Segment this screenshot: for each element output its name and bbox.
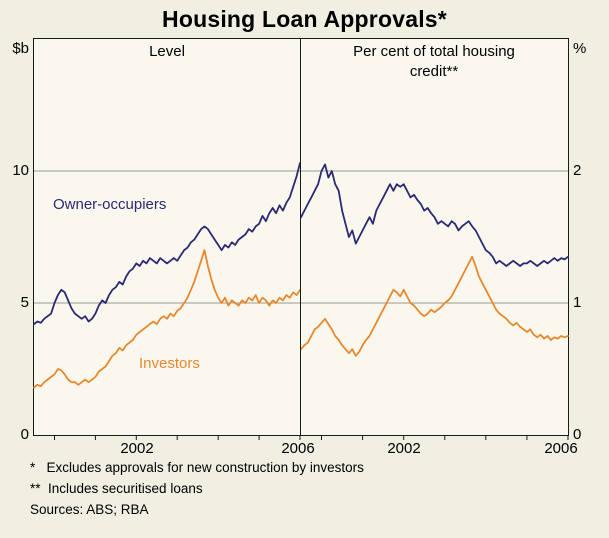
y-tick-left-0: 0 <box>20 426 29 443</box>
share-panel-chart <box>300 163 569 440</box>
panel-caption-share: Per cent of total housing credit** <box>301 42 567 82</box>
y-tick-right-0: 0 <box>573 426 582 443</box>
panel-caption-share-line2: credit** <box>409 63 459 80</box>
y-tick-left-10: 10 <box>12 162 29 179</box>
x-tick-left-2002: 2002 <box>120 440 154 457</box>
sources-line: Sources: ABS; RBA <box>30 502 149 517</box>
series-label-investors: Investors <box>139 355 200 372</box>
panel-caption-level: Level <box>149 43 185 60</box>
y-axis-unit-right: % <box>573 40 587 57</box>
series-label-owner-occupiers: Owner-occupiers <box>53 196 167 213</box>
level-panel-chart <box>33 162 301 440</box>
x-tick-right-2002: 2002 <box>387 440 421 457</box>
panel-caption-share-line1: Per cent of total housing <box>353 43 515 60</box>
y-tick-left-5: 5 <box>20 294 29 311</box>
y-axis-unit-left: $b <box>12 40 29 57</box>
x-tick-right-2006: 2006 <box>544 440 578 457</box>
y-tick-right-2: 2 <box>573 162 582 179</box>
plot-frame <box>33 38 569 440</box>
panel-divider <box>300 39 301 435</box>
footnote-securitised-loans: ** Includes securitised loans <box>30 481 203 496</box>
chart-title: Housing Loan Approvals* <box>162 6 447 32</box>
y-tick-right-1: 1 <box>573 294 582 311</box>
x-tick-left-2006: 2006 <box>281 440 315 457</box>
footnote-excludes-construction: * Excludes approvals for new constructio… <box>30 460 364 475</box>
